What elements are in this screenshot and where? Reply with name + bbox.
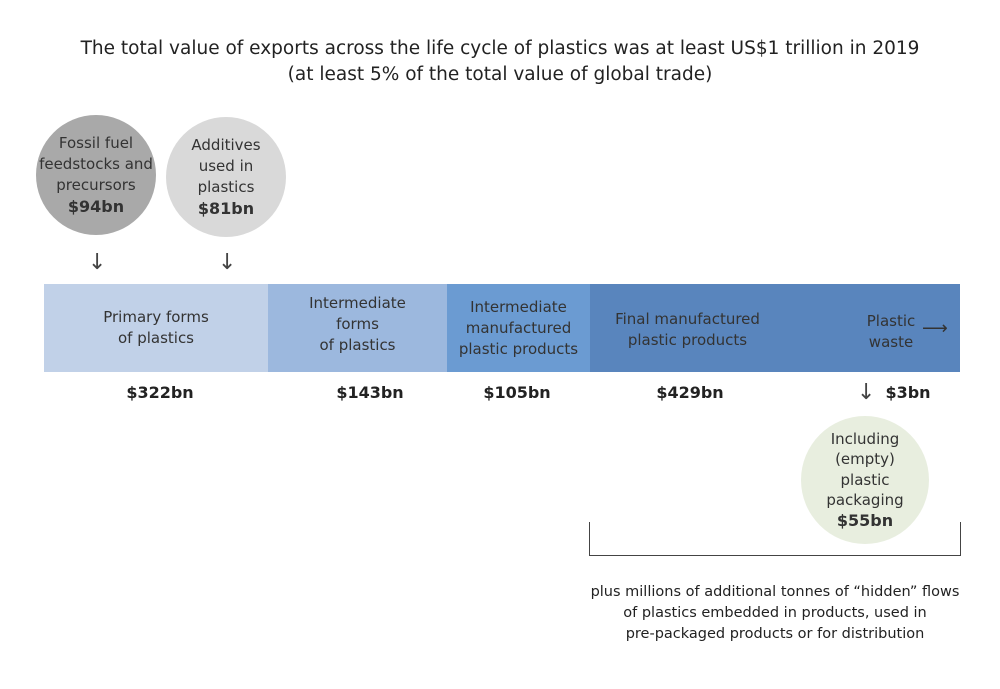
- circle-label: (empty): [835, 450, 895, 469]
- plastic-waste-label: Plastic waste: [856, 311, 926, 353]
- diagram-title: The total value of exports across the li…: [0, 36, 1000, 88]
- stage-label: of plastics: [319, 335, 396, 354]
- stage-primary-forms: Primary forms of plastics: [44, 284, 268, 372]
- title-line-1: The total value of exports across the li…: [80, 38, 920, 59]
- stage-value: $105bn: [483, 383, 551, 402]
- arrow-down-icon: ↓: [218, 250, 237, 275]
- stage-label: Intermediate: [470, 297, 567, 316]
- circle-label: Including: [830, 429, 900, 448]
- stage-label: Plastic: [866, 312, 916, 330]
- arrow-down-icon: ↓: [857, 380, 876, 405]
- fossil-fuel-circle: Fossil fuel feedstocks and precursors $9…: [36, 115, 156, 235]
- stage-value: $322bn: [126, 383, 194, 402]
- circle-label: Additives: [191, 136, 261, 154]
- footnote-line: pre-packaged products or for distributio…: [625, 626, 925, 642]
- circle-label: used in: [198, 157, 254, 175]
- final-products-label: Final manufactured plastic products: [600, 309, 775, 351]
- stage-label: plastic products: [458, 339, 579, 358]
- circle-label: plastics: [197, 178, 255, 196]
- stage-value: $429bn: [656, 383, 724, 402]
- stage-value: $143bn: [336, 383, 404, 402]
- footnote: plus millions of additional tonnes of “h…: [560, 582, 990, 645]
- stage-label: plastic products: [627, 331, 748, 349]
- footnote-line: of plastics embedded in products, used i…: [623, 605, 927, 621]
- circle-value: $94bn: [67, 197, 125, 216]
- bracket: [589, 522, 961, 556]
- arrow-right-icon: ⟶: [922, 318, 948, 339]
- stage-intermediate-forms: Intermediate forms of plastics: [268, 284, 447, 372]
- stage-label: forms: [336, 314, 379, 333]
- circle-label: precursors: [56, 176, 136, 194]
- circle-label: packaging: [826, 491, 904, 510]
- circle-value: $81bn: [197, 199, 255, 218]
- stage-intermediate-products: Intermediate manufactured plastic products: [447, 284, 590, 372]
- stage-label: Final manufactured: [615, 310, 760, 328]
- stage-final-products: [590, 284, 960, 372]
- circle-label: feedstocks and: [39, 155, 153, 173]
- circle-value: $55bn: [836, 510, 894, 530]
- stage-label: manufactured: [465, 318, 572, 337]
- packaging-circle: Including (empty) plastic packaging $55b…: [801, 416, 929, 544]
- circle-label: Fossil fuel: [58, 134, 134, 152]
- stage-value: $3bn: [885, 383, 931, 402]
- arrow-down-icon: ↓: [88, 250, 107, 275]
- stage-label: waste: [868, 333, 914, 351]
- stage-label: Intermediate: [309, 293, 406, 312]
- stage-label: Primary forms: [103, 308, 209, 326]
- title-line-2: (at least 5% of the total value of globa…: [287, 64, 713, 85]
- circle-label: plastic: [840, 470, 890, 489]
- stage-label: of plastics: [117, 329, 195, 347]
- additives-circle: Additives used in plastics $81bn: [166, 117, 286, 237]
- footnote-line: plus millions of additional tonnes of “h…: [590, 584, 960, 600]
